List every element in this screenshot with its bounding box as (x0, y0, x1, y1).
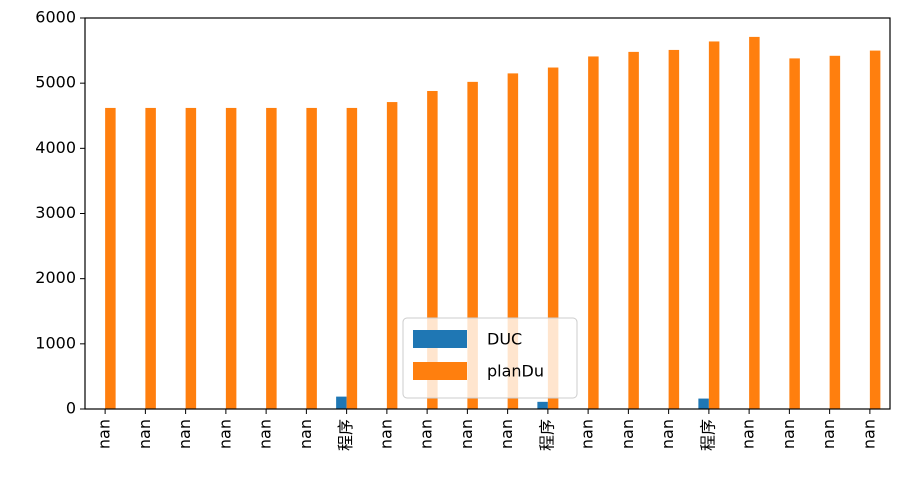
plot-frame (84, 17, 891, 410)
x-tick-label: nan (95, 419, 114, 449)
bar (225, 107, 237, 410)
y-tick-label: 4000 (35, 138, 76, 157)
bar (698, 398, 709, 409)
bar (266, 107, 277, 410)
bar (336, 396, 347, 409)
x-tick-label: nan (859, 419, 878, 449)
y-tick-label: 3000 (35, 203, 76, 222)
legend-swatch (413, 330, 467, 348)
x-tick-label: nan (618, 419, 637, 449)
bar (467, 81, 478, 409)
x-tick-label: nan (296, 419, 315, 449)
bar (547, 67, 559, 409)
bar (346, 107, 358, 410)
bar (588, 56, 599, 409)
x-tick-label: 程序 (336, 419, 355, 451)
x-tick-label: nan (658, 419, 677, 449)
y-tick-label: 2000 (35, 268, 76, 287)
x-tick-label: nan (417, 419, 436, 449)
x-tick-label: nan (135, 419, 154, 449)
y-tick-label: 5000 (35, 73, 76, 92)
bar (427, 90, 438, 409)
x-tick-label: nan (578, 419, 597, 449)
x-tick-label: nan (175, 419, 194, 449)
x-tick-label: nan (457, 419, 476, 449)
legend-label: DUC (487, 330, 522, 349)
bar (749, 36, 760, 409)
x-tick-label: nan (376, 419, 395, 449)
x-tick-label: nan (819, 419, 838, 449)
bar (145, 107, 156, 410)
bar (306, 107, 317, 410)
x-tick-label: nan (497, 419, 516, 449)
bar (708, 41, 720, 410)
x-tick-label: nan (779, 419, 798, 449)
x-tick-label: nan (215, 419, 234, 449)
bar (537, 401, 548, 409)
bar (105, 107, 116, 410)
bar (869, 50, 881, 409)
y-tick-label: 6000 (35, 8, 76, 27)
legend-swatch (413, 362, 467, 380)
bar (628, 51, 639, 410)
y-tick-label: 1000 (35, 333, 76, 352)
x-tick-label: 程序 (537, 419, 556, 451)
bar (668, 49, 680, 409)
bar (386, 102, 398, 409)
bar (829, 55, 841, 410)
bar (507, 73, 519, 410)
x-tick-label: 程序 (698, 419, 717, 451)
bar (185, 107, 197, 410)
legend-label: planDu (487, 362, 544, 381)
x-tick-label: nan (256, 419, 275, 449)
bar (789, 58, 800, 410)
y-tick-label: 0 (66, 399, 76, 418)
x-tick-label: nan (739, 419, 758, 449)
